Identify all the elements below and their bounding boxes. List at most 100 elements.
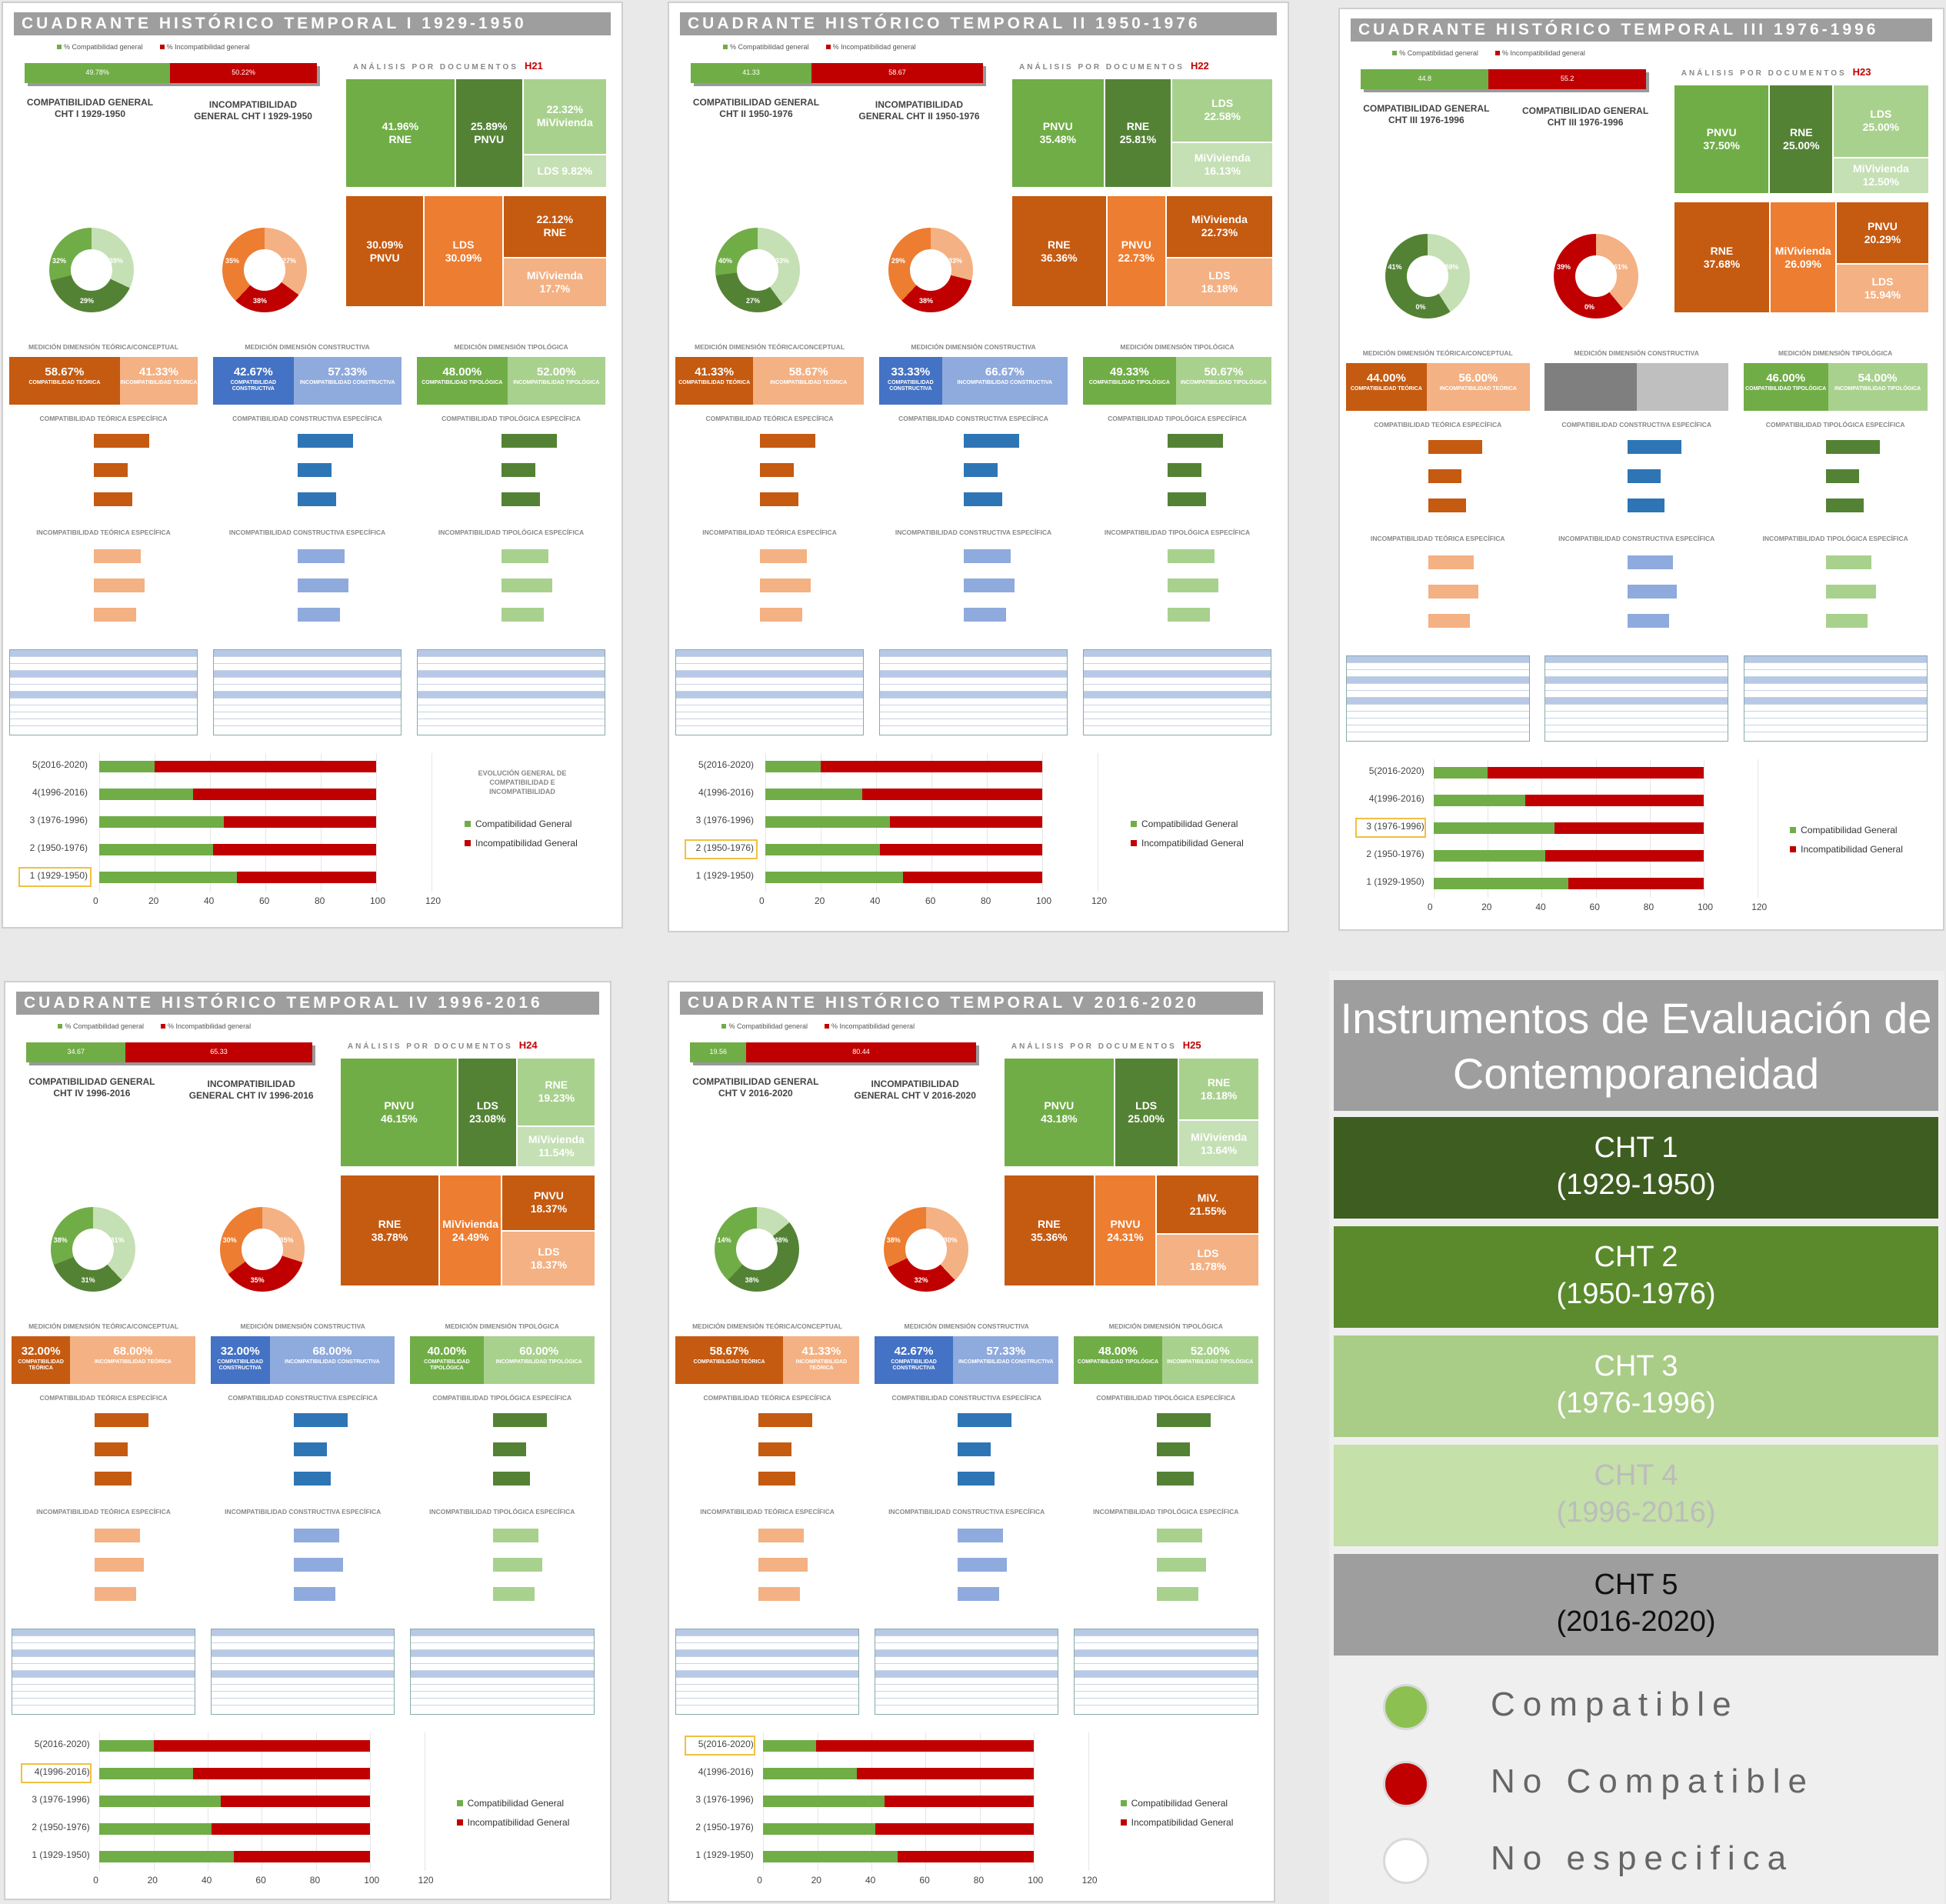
table-row	[12, 1657, 195, 1664]
donut-incompat: 39% 61% 0%	[1553, 234, 1638, 318]
y-tick: 3 (1976-1996)	[695, 1794, 754, 1805]
analysis-header: ANÁLISIS POR DOCUMENTOS H25	[1011, 1039, 1201, 1051]
specific-bar	[293, 1413, 348, 1427]
table-row	[1346, 663, 1529, 670]
dimension-compat-caption: COMPATIBILIDAD TIPOLÓGICA	[1745, 386, 1827, 392]
evolution-note: EVOLUCIÓN GENERAL DE COMPATIBILIDAD E IN…	[478, 769, 567, 795]
specific-bar	[293, 1472, 332, 1486]
cuadrante-panel-1: CUADRANTE HISTÓRICO TEMPORAL I 1929-1950…	[2, 2, 623, 929]
x-tick: 60	[255, 1875, 266, 1886]
table-row	[676, 719, 863, 726]
x-tick: 20	[811, 1875, 821, 1886]
general-compat-bar: 19.56 80.44	[690, 1042, 976, 1062]
table-row	[675, 1671, 859, 1678]
table-row	[411, 1671, 594, 1678]
x-tick: 20	[1481, 902, 1492, 912]
specific-bar	[964, 434, 1019, 448]
donut-label: 31%	[110, 1236, 125, 1244]
evo-compat-bar	[765, 789, 862, 800]
specific-bar	[964, 492, 1002, 506]
treemap-cell: PNVU 43.18%	[1004, 1058, 1115, 1167]
incompat-general-label: INCOMPATIBILIDAD GENERAL CHT II 1950-197…	[858, 99, 980, 122]
treemap-incompat: RNE 38.78% MiVivienda 24.49% PNVU 18.37% LD…	[340, 1175, 596, 1286]
specific-bar	[94, 549, 141, 563]
evo-incompat-bar	[153, 1740, 371, 1752]
table-row	[411, 1692, 594, 1699]
table-row	[1545, 656, 1728, 663]
evo-legend-compat: Compatibilidad General	[456, 1798, 564, 1809]
specific-bar	[492, 1529, 539, 1542]
x-tick: 100	[1036, 895, 1052, 906]
specific-header: INCOMPATIBILIDAD TEÓRICA ESPECÍFICA	[36, 1508, 171, 1516]
specific-bar	[1156, 1587, 1198, 1601]
table-row	[211, 1629, 395, 1636]
dimension-percent-box: 48.00% COMPATIBILIDAD TIPOLÓGICA 52.00% INC…	[417, 357, 605, 405]
dimension-compat: 58.67% COMPATIBILIDAD TEÓRICA	[675, 1336, 784, 1384]
bar-compat-segment: 44.8	[1361, 69, 1489, 89]
table-row	[1075, 1678, 1258, 1685]
specific-bar	[298, 608, 341, 622]
table-row	[676, 678, 863, 685]
specific-header: INCOMPATIBILIDAD CONSTRUCTIVA ESPECÍFICA	[895, 529, 1052, 536]
evo-incompat-bar	[224, 816, 376, 828]
specific-bar	[501, 549, 548, 563]
table-row	[214, 699, 401, 705]
specific-bar	[758, 1587, 800, 1601]
specific-header: COMPATIBILIDAD CONSTRUCTIVA ESPECÍFICA	[232, 415, 382, 422]
panel-title: CUADRANTE HISTÓRICO TEMPORAL II 1950-197…	[680, 12, 1277, 35]
table-row	[875, 1699, 1058, 1706]
compat-general-label: COMPATIBILIDAD GENERAL CHT V 2016-2020	[692, 1076, 819, 1099]
treemap-cell: MiVivienda 22.73%	[1165, 195, 1273, 258]
mini-legend: % Compatibilidad general % Incompatibilid…	[721, 1022, 915, 1031]
evo-legend-compat: Compatibilidad General	[1790, 825, 1898, 835]
y-tick: 5(2016-2020)	[698, 759, 754, 770]
cht-label: CHT 1	[1594, 1132, 1678, 1164]
table-row	[1545, 712, 1728, 719]
evo-incompat-bar	[237, 872, 376, 883]
table-row	[676, 705, 863, 712]
gridline	[370, 1732, 372, 1871]
specific-bar	[293, 1529, 339, 1542]
table-row	[1744, 705, 1927, 712]
table-row	[411, 1657, 594, 1664]
table-row	[10, 705, 197, 712]
dimension-compat: 32.00% COMPATIBILIDAD TEÓRICA	[11, 1336, 71, 1384]
treemap-cell: LDS 22.58%	[1171, 78, 1273, 142]
y-tick: 3 (1976-1996)	[695, 815, 754, 825]
evolution-chart: 0 20 40 60 80 100 120 5(2016-2020) 4(1996-2016) 3…	[669, 1732, 1277, 1894]
specific-bar	[964, 549, 1011, 563]
evo-compat-bar	[763, 1768, 858, 1779]
dimension-percent-box: 33.33% COMPATIBILIDAD CONSTRUCTIVA 66.67% I…	[879, 357, 1068, 405]
dimension-incompat-caption: INCOMPATIBILIDAD TIPOLÓGICA	[495, 1359, 582, 1365]
table-row	[1744, 698, 1927, 705]
donut-label: 39%	[109, 257, 124, 265]
table-row	[12, 1699, 195, 1706]
evo-compat-bar	[763, 1851, 898, 1862]
specific-header: COMPATIBILIDAD TIPOLÓGICA ESPECÍFICA	[432, 1394, 572, 1402]
donut-incompat: 35% 27% 38%	[222, 228, 307, 312]
dimension-incompat-caption: INCOMPATIBILIDAD CONSTRUCTIVA	[957, 380, 1053, 385]
cht-label: CHT 2	[1594, 1241, 1678, 1273]
table-row	[880, 712, 1067, 719]
donut-label: 27%	[282, 257, 297, 265]
table-row	[880, 692, 1067, 699]
data-table	[410, 1629, 595, 1715]
dimension-incompat-caption: INCOMPATIBILIDAD TEÓRICA	[94, 1359, 172, 1365]
treemap-cell: PNVU 18.37%	[501, 1175, 596, 1231]
specific-bar	[1168, 492, 1206, 506]
dimension-header: MEDICIÓN DIMENSIÓN CONSTRUCTIVA	[240, 1322, 365, 1330]
table-row	[1545, 684, 1728, 691]
evo-compat-bar	[99, 1823, 212, 1835]
table-row	[676, 650, 863, 657]
table-row	[10, 650, 197, 657]
donut-compat: 14% 48% 38%	[714, 1207, 799, 1292]
dimension-compat: 58.67% COMPATIBILIDAD TEÓRICA	[9, 357, 120, 405]
specific-bar	[492, 1413, 547, 1427]
y-tick: 2 (1950-1976)	[695, 1822, 754, 1832]
dimension-incompat-caption: INCOMPATIBILIDAD TIPOLÓGICA	[1834, 386, 1921, 392]
specific-bar	[94, 1442, 128, 1456]
treemap-compat: PNVU 46.15% LDS 23.08% RNE 19.23% MiViviend…	[340, 1058, 596, 1167]
table-row	[675, 1685, 859, 1692]
x-tick: 60	[919, 1875, 930, 1886]
table-row	[1084, 712, 1271, 719]
